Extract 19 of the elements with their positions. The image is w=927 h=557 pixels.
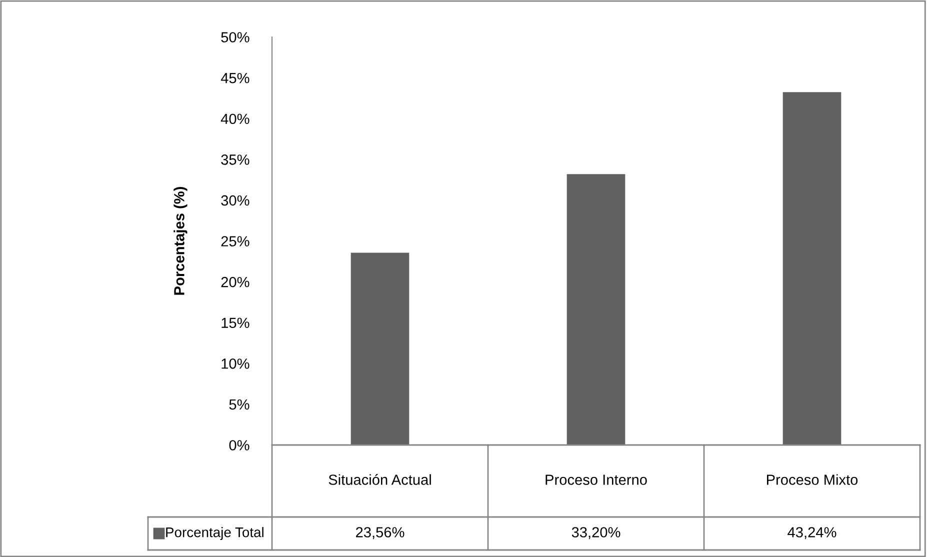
y-tick-label: 35%: [221, 154, 250, 165]
data-label: 33,20%: [572, 527, 620, 540]
y-tick-label: 50%: [221, 32, 250, 42]
x-tick-label: Proceso Interno: [546, 474, 647, 485]
y-tick-label: 45%: [220, 72, 250, 84]
y-tick-label: 30%: [221, 195, 250, 206]
y-tick-label: 5%: [229, 399, 250, 410]
y-tick-label: 20%: [221, 276, 250, 288]
x-tick-label: Situación Actual: [328, 474, 431, 485]
legend-label: Porcentaje Total: [166, 527, 264, 540]
y-tick-label: 15%: [222, 318, 250, 328]
y-tick-label: 0%: [229, 440, 250, 450]
data-label: 43,24%: [788, 527, 836, 540]
y-axis-title: Porcentajes (%): [174, 187, 188, 295]
y-tick-label: 40%: [220, 114, 250, 124]
y-tick-label: 10%: [222, 358, 250, 369]
y-tick-label: 25%: [221, 236, 250, 246]
data-label: 23,56%: [356, 527, 404, 540]
x-tick-label: Proceso Mixto: [767, 474, 858, 485]
